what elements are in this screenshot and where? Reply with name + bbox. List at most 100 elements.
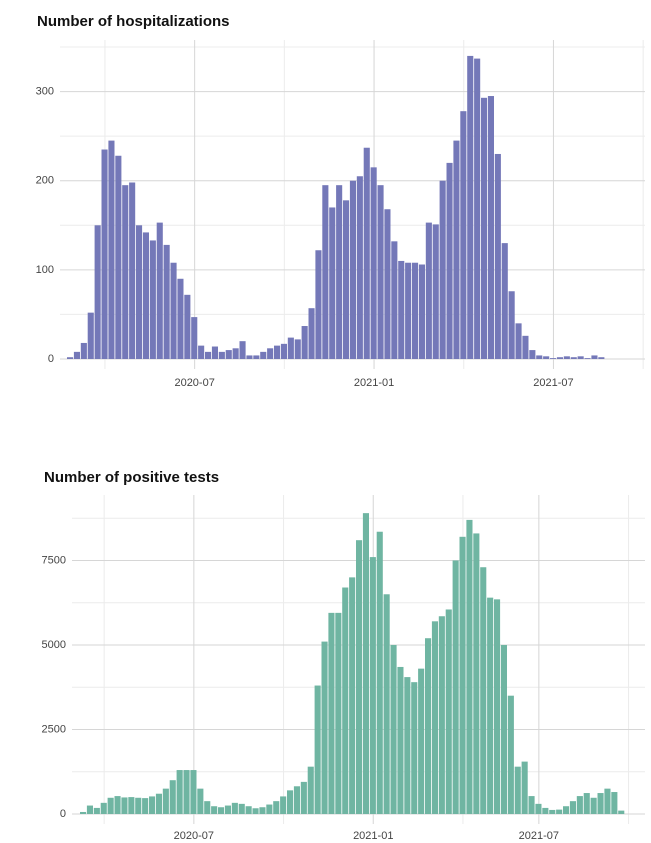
bar [563, 356, 570, 359]
bar [611, 792, 618, 814]
bar [466, 519, 473, 814]
bar [549, 809, 556, 814]
bar [391, 241, 398, 359]
bar [376, 531, 383, 814]
bar [604, 788, 611, 814]
bar [108, 140, 115, 359]
bar [231, 802, 238, 814]
bar [100, 802, 107, 814]
bar [314, 685, 321, 814]
bar [149, 796, 156, 814]
bar [149, 240, 156, 359]
bar [156, 222, 163, 359]
bar [307, 766, 314, 814]
bar [494, 153, 501, 359]
bar [439, 180, 446, 359]
chart-title: Number of hospitalizations [37, 13, 230, 30]
chart-title: Number of positive tests [44, 469, 219, 486]
bar [204, 801, 211, 814]
bar [425, 638, 432, 814]
bar [501, 243, 508, 359]
bar [267, 348, 274, 359]
bar [335, 612, 342, 814]
bar [163, 244, 170, 359]
y-tick-label: 300 [36, 85, 54, 97]
y-tick-label: 5000 [42, 639, 66, 651]
bar [266, 804, 273, 814]
bar [142, 798, 149, 814]
bar [273, 801, 280, 814]
y-tick-label: 0 [60, 808, 66, 820]
y-tick-label: 7500 [42, 554, 66, 566]
bar [142, 232, 149, 359]
bar [218, 807, 225, 814]
bar [183, 770, 190, 814]
bar [129, 182, 136, 359]
bar [487, 597, 494, 814]
bar [425, 222, 432, 359]
bar [349, 180, 356, 359]
bar [239, 341, 246, 359]
bar [418, 668, 425, 814]
x-tick-label: 2021-01 [353, 830, 393, 842]
bar [528, 796, 535, 814]
bar [556, 809, 563, 814]
bar [80, 342, 87, 359]
bar [500, 644, 507, 814]
bar [135, 797, 142, 814]
bar [356, 176, 363, 359]
bar [363, 147, 370, 359]
bar [232, 348, 239, 359]
bar [349, 577, 356, 814]
bar [293, 786, 300, 814]
x-tick-label: 2020-07 [174, 830, 214, 842]
bar [246, 355, 253, 359]
bar [218, 351, 225, 359]
bar [383, 594, 390, 814]
bar [390, 644, 397, 814]
bar [301, 326, 308, 359]
bar [487, 96, 494, 360]
y-tick-label: 0 [48, 353, 54, 365]
bar [238, 803, 245, 814]
bar [294, 339, 301, 359]
bar [377, 185, 384, 359]
bar [184, 294, 191, 359]
bar [342, 587, 349, 814]
bar [542, 807, 549, 814]
bar [432, 224, 439, 359]
bar [397, 666, 404, 814]
bar [315, 250, 322, 359]
bar [459, 536, 466, 814]
bar [191, 317, 198, 359]
bar [300, 781, 307, 814]
bar [431, 621, 438, 814]
bar [107, 797, 114, 814]
bar [287, 337, 294, 359]
bar [67, 357, 74, 359]
bar [86, 805, 93, 814]
bar [245, 806, 252, 814]
bar [252, 808, 259, 814]
y-tick-label: 2500 [42, 723, 66, 735]
bar [514, 766, 521, 814]
bar [507, 695, 514, 814]
bar [176, 770, 183, 814]
bar [280, 343, 287, 359]
bar [370, 167, 377, 359]
bar [577, 356, 584, 359]
bar [460, 111, 467, 359]
bar [328, 612, 335, 814]
bar [529, 350, 536, 359]
bar [569, 801, 576, 814]
bar [467, 55, 474, 360]
bar [177, 278, 184, 359]
bar [597, 793, 604, 814]
bar [550, 358, 557, 359]
x-tick-label: 2020-07 [174, 377, 214, 389]
bar [362, 513, 369, 814]
bar [412, 262, 419, 359]
bar [225, 350, 232, 359]
bar [591, 355, 598, 359]
